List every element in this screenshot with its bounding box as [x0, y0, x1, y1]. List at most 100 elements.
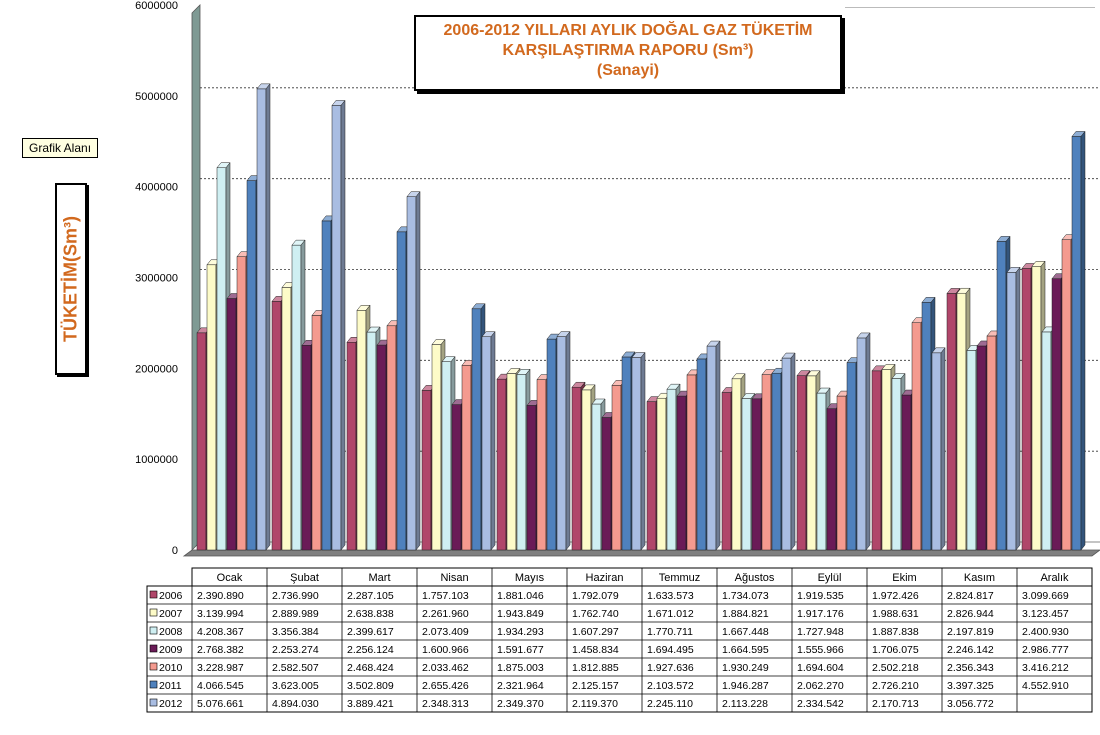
bar-front — [226, 298, 237, 551]
bar-side — [790, 352, 796, 551]
data-label: 1.934.293 — [497, 626, 544, 638]
top-border-line — [845, 7, 1095, 8]
chart-area-tooltip: Grafik Alanı — [22, 138, 99, 158]
x-tick-label: Eylül — [818, 572, 842, 584]
legend-swatch — [149, 698, 158, 707]
bar-front — [236, 256, 247, 551]
bar-front — [406, 196, 417, 551]
data-label: 3.397.325 — [947, 680, 994, 692]
y-tick-label: 6000000 — [135, 0, 178, 12]
bar-front — [1021, 268, 1032, 551]
data-label: 1.600.966 — [422, 644, 469, 656]
bar-front — [331, 105, 342, 551]
bar-front — [696, 358, 707, 551]
bar-side — [340, 99, 346, 551]
data-label: 1.919.535 — [797, 590, 844, 602]
x-tick-label: Ekim — [892, 572, 916, 584]
bar-front — [451, 404, 462, 551]
data-label: 2.033.462 — [422, 662, 469, 674]
data-label: 1.633.573 — [647, 590, 694, 602]
data-label: 2.736.990 — [272, 590, 319, 602]
y-tick-labels: 0 1000000 2000000 3000000 4000000 5000000 6000… — [135, 0, 178, 557]
data-label: 1.946.287 — [722, 680, 769, 692]
y-axis-title[interactable]: TÜKETİM(Sm³) — [55, 183, 87, 375]
bar-front — [986, 335, 997, 551]
data-label: 3.416.212 — [1022, 662, 1069, 674]
bar-front — [216, 167, 227, 551]
bar-2012-Şubat — [331, 99, 346, 551]
data-label: 1.881.046 — [497, 590, 544, 602]
bar-front — [956, 292, 967, 551]
bar-front — [666, 388, 677, 551]
bar-2012-Nisan — [481, 330, 496, 551]
legend-swatch — [149, 590, 158, 599]
data-label: 1.884.821 — [722, 608, 769, 620]
bar-front — [591, 403, 602, 551]
chart-title[interactable]: 2006-2012 YILLARI AYLIK DOĞAL GAZ TÜKETİ… — [414, 15, 842, 91]
bar-front — [481, 336, 492, 551]
data-label: 2.253.274 — [272, 644, 319, 656]
data-label: 1.812.885 — [572, 662, 619, 674]
bar-2012-Ekim — [931, 347, 946, 551]
data-label: 2.356.343 — [947, 662, 994, 674]
x-tick-label: Haziran — [586, 572, 624, 584]
bar-front — [731, 378, 742, 551]
bar-front — [1061, 239, 1072, 551]
bar-front — [386, 325, 397, 551]
data-label: 2.170.713 — [872, 698, 919, 710]
data-label: 2.125.157 — [572, 680, 619, 692]
bar-front — [291, 244, 302, 551]
bar-side — [1015, 266, 1021, 551]
bar-side — [940, 347, 946, 551]
bar-front — [881, 369, 892, 551]
legend-swatch — [149, 626, 158, 635]
bar-front — [256, 88, 267, 551]
data-label: 2.261.960 — [422, 608, 469, 620]
data-label: 2.348.313 — [422, 698, 469, 710]
bar-front — [871, 370, 882, 551]
legend-label: 2006 — [159, 590, 183, 602]
bar-front — [471, 308, 482, 551]
bar-2012-Eylül — [856, 332, 871, 551]
data-label: 4.208.367 — [197, 626, 244, 638]
bar-front — [741, 398, 752, 551]
bar-front — [526, 405, 537, 551]
bar-front — [751, 398, 762, 551]
bar-side — [415, 190, 421, 551]
data-label: 2.655.426 — [422, 680, 469, 692]
data-label: 1.887.838 — [872, 626, 919, 638]
x-tick-label: Aralık — [1040, 572, 1069, 584]
data-label: 1.792.079 — [572, 590, 619, 602]
y-tick-label: 0 — [172, 545, 178, 557]
bar-2011-Aralık — [1071, 130, 1086, 551]
bar-front — [206, 264, 217, 551]
y-tick-label: 1000000 — [135, 454, 178, 466]
data-label: 2.287.105 — [347, 590, 394, 602]
bar-front — [196, 332, 207, 551]
data-label: 3.056.772 — [947, 698, 994, 710]
bar-front — [396, 231, 407, 551]
bar-side — [640, 351, 646, 551]
bar-2012-Temmuz — [706, 340, 721, 551]
data-label: 2.638.838 — [347, 608, 394, 620]
data-label: 3.502.809 — [347, 680, 394, 692]
data-label: 2.399.617 — [347, 626, 394, 638]
data-label: 1.591.677 — [497, 644, 544, 656]
y-tick-label: 2000000 — [135, 363, 178, 375]
x-tick-label: Kasım — [964, 572, 995, 584]
data-label: 2.468.424 — [347, 662, 394, 674]
bar-front — [686, 374, 697, 551]
y-tick-label: 4000000 — [135, 182, 178, 194]
bar-front — [826, 408, 837, 551]
data-label: 1.972.426 — [872, 590, 919, 602]
data-label: 2.390.890 — [197, 590, 244, 602]
data-label: 1.727.948 — [797, 626, 844, 638]
bar-front — [246, 180, 257, 551]
data-label: 2.986.777 — [1022, 644, 1069, 656]
bar-front — [441, 361, 452, 551]
data-label: 1.706.075 — [872, 644, 919, 656]
data-label: 2.245.110 — [647, 698, 693, 710]
chart-title-line-2: KARŞILAŞTIRMA RAPORU (Sm³) — [502, 42, 754, 59]
data-label: 4.894.030 — [272, 698, 319, 710]
data-label: 1.667.448 — [722, 626, 769, 638]
